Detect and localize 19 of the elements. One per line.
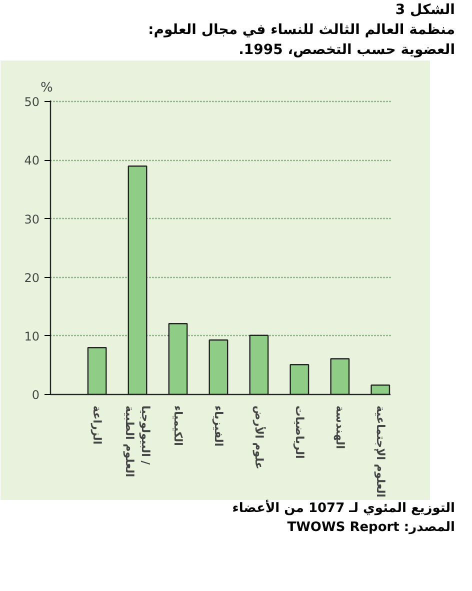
y-tick-label: 10 xyxy=(24,329,40,344)
y-axis-title: % xyxy=(40,80,53,96)
text: الشكل 3 xyxy=(394,1,455,20)
x-tick-label: الكيمياء xyxy=(172,406,184,446)
x-tick-label: علوم الأرض xyxy=(252,406,266,470)
x-tick-label: العلوم الإجتماعية xyxy=(374,406,387,498)
y-tick-label: 40 xyxy=(24,154,40,168)
x-tick-label: البيولوجيا / العلوم الطبية xyxy=(123,406,152,478)
x-tick-label: الرياضيات xyxy=(292,406,306,459)
y-tick-label: 30 xyxy=(24,212,40,226)
y-tick-label: 50 xyxy=(24,95,40,110)
chart-subtitle: منظمة العالم الثالث للنساء في مجال العلوم: العضوية حسب التخصص، 1995. xyxy=(147,21,455,60)
text: التوزيع المئوي لـ 1077 من الأعضاء xyxy=(231,500,455,518)
x-tick-label: الزراعة xyxy=(90,406,104,445)
text: المصدر: TWOWS Report xyxy=(286,518,455,537)
y-tick-label: 0 xyxy=(32,388,40,402)
y-tick-label: 20 xyxy=(24,270,40,285)
x-tick-label: الفيزياء xyxy=(212,406,225,447)
x-tick-label: الهندسة xyxy=(333,406,346,449)
